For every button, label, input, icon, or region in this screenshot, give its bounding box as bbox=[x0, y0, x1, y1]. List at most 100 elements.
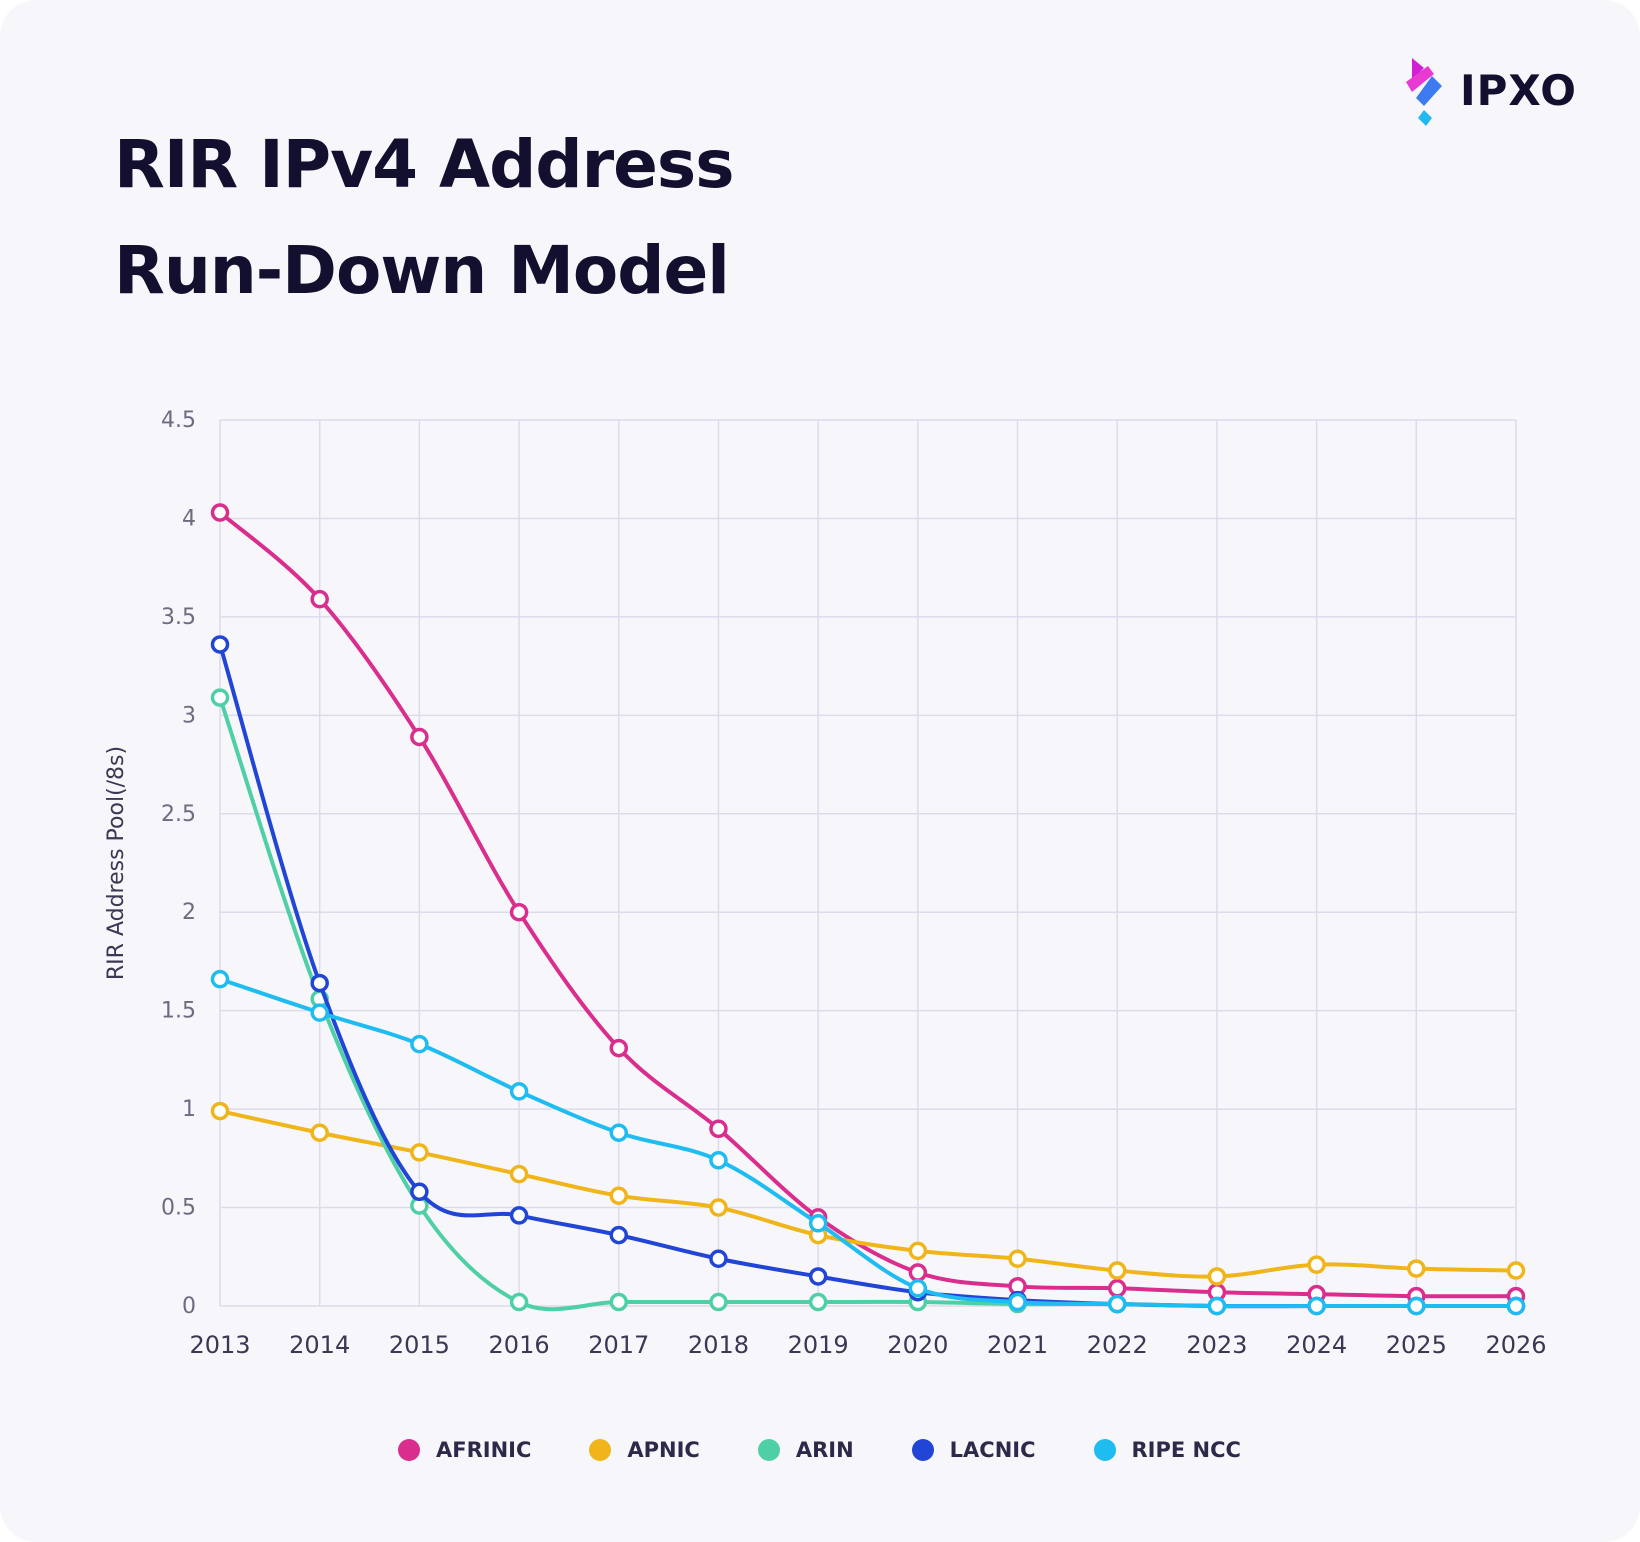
x-tick-label: 2014 bbox=[289, 1331, 350, 1359]
data-point-apnic bbox=[210, 1101, 230, 1121]
data-point-lacnic bbox=[808, 1267, 828, 1286]
data-point-apnic bbox=[509, 1164, 529, 1184]
x-tick-label: 2016 bbox=[489, 1331, 550, 1359]
legend-swatch bbox=[398, 1439, 420, 1461]
data-point-apnic bbox=[410, 1143, 429, 1162]
chart-axes: 0 0.5 1 1.5 2 2.5 3 3.5 4 4.5 2013 2014 2015 2016 2017… bbox=[104, 408, 1547, 1359]
logo-text: IPXO bbox=[1460, 66, 1577, 115]
data-point-apnic bbox=[1407, 1259, 1426, 1278]
y-tick-label: 4 bbox=[182, 506, 196, 531]
y-tick-label: 0.5 bbox=[161, 1196, 196, 1221]
x-tick-label: 2022 bbox=[1087, 1331, 1148, 1359]
legend-swatch bbox=[757, 1439, 780, 1461]
data-point-arin bbox=[808, 1292, 828, 1312]
data-point-lacnic bbox=[609, 1225, 629, 1245]
data-point-ripe-ncc bbox=[410, 1034, 429, 1054]
data-point-apnic bbox=[310, 1123, 329, 1142]
ipxo-logo: IPXO bbox=[1402, 52, 1576, 132]
data-point-lacnic bbox=[310, 973, 329, 993]
page-title: RIR IPv4 Address Run-Down Model bbox=[114, 112, 734, 324]
y-axis-label: RIR Address Pool(/8s) bbox=[104, 746, 129, 980]
data-point-afrinic bbox=[410, 727, 429, 747]
data-point-afrinic bbox=[908, 1263, 928, 1282]
data-point-ripe-ncc bbox=[1008, 1292, 1027, 1312]
chart-legend: AFRINIC APNIC ARIN LACNIC RIPE NCC bbox=[398, 1438, 1299, 1462]
data-point-arin bbox=[509, 1292, 529, 1312]
legend-label: APNIC bbox=[627, 1438, 700, 1462]
y-tick-label: 3 bbox=[182, 703, 196, 728]
x-tick-label: 2017 bbox=[588, 1331, 649, 1359]
legend-label: RIPE NCC bbox=[1131, 1438, 1241, 1462]
series-lacnic bbox=[210, 635, 1526, 1316]
legend-item-arin: ARIN bbox=[757, 1438, 854, 1462]
data-point-ripe-ncc bbox=[1107, 1294, 1127, 1314]
data-point-lacnic bbox=[709, 1249, 728, 1268]
data-point-ripe-ncc bbox=[1506, 1296, 1526, 1316]
x-tick-label: 2015 bbox=[389, 1331, 450, 1359]
legend-swatch bbox=[1093, 1439, 1116, 1461]
data-point-lacnic bbox=[509, 1206, 529, 1225]
y-tick-label: 0 bbox=[182, 1294, 196, 1319]
x-tick-label: 2024 bbox=[1286, 1331, 1347, 1359]
series-apnic bbox=[210, 1101, 1526, 1286]
data-point-ripe-ncc bbox=[609, 1123, 629, 1142]
data-point-ripe-ncc bbox=[808, 1214, 828, 1233]
x-tick-label: 2018 bbox=[688, 1331, 749, 1359]
data-point-ripe-ncc bbox=[210, 969, 230, 989]
data-point-lacnic bbox=[410, 1182, 429, 1202]
x-tick-label: 2021 bbox=[987, 1331, 1048, 1359]
series-line-apnic bbox=[219, 1109, 1517, 1279]
series-arin bbox=[210, 688, 1526, 1316]
data-point-lacnic bbox=[210, 635, 230, 654]
data-point-afrinic bbox=[609, 1038, 629, 1058]
data-point-apnic bbox=[1107, 1261, 1127, 1280]
x-tick-label: 2025 bbox=[1386, 1331, 1447, 1359]
data-point-apnic bbox=[1506, 1261, 1526, 1280]
data-point-ripe-ncc bbox=[1407, 1296, 1426, 1316]
x-tick-label: 2019 bbox=[788, 1331, 849, 1359]
data-point-afrinic bbox=[709, 1119, 728, 1139]
legend-label: LACNIC bbox=[949, 1438, 1036, 1462]
x-tick-label: 2020 bbox=[887, 1331, 948, 1359]
series-line-arin bbox=[218, 696, 1516, 1312]
data-point-arin bbox=[210, 688, 230, 707]
y-tick-label: 2.5 bbox=[161, 802, 196, 827]
data-point-apnic bbox=[709, 1198, 728, 1217]
y-tick-label: 4.5 bbox=[161, 408, 196, 433]
legend-label: AFRINIC bbox=[436, 1438, 532, 1462]
data-point-ripe-ncc bbox=[709, 1151, 728, 1170]
data-point-apnic bbox=[908, 1241, 928, 1261]
legend-item-lacnic: LACNIC bbox=[911, 1438, 1036, 1462]
data-point-ripe-ncc bbox=[1307, 1296, 1326, 1316]
data-point-ripe-ncc bbox=[1207, 1296, 1227, 1316]
title-line-2: Run-Down Model bbox=[114, 232, 730, 309]
data-point-apnic bbox=[1207, 1267, 1227, 1286]
x-tick-label: 2026 bbox=[1485, 1331, 1546, 1359]
chart-series bbox=[210, 503, 1526, 1316]
ipxo-logo-icon bbox=[1406, 58, 1442, 126]
data-point-arin bbox=[709, 1292, 728, 1312]
legend-swatch bbox=[589, 1439, 612, 1461]
data-point-afrinic bbox=[1107, 1279, 1127, 1298]
y-tick-label: 1.5 bbox=[161, 999, 196, 1024]
data-point-afrinic bbox=[509, 902, 529, 922]
series-line-afrinic bbox=[218, 511, 1517, 1299]
y-tick-label: 3.5 bbox=[161, 605, 196, 630]
data-point-afrinic bbox=[310, 589, 329, 609]
data-point-afrinic bbox=[210, 503, 230, 522]
legend-item-apnic: APNIC bbox=[589, 1438, 700, 1462]
x-tick-label: 2023 bbox=[1186, 1331, 1247, 1359]
data-point-apnic bbox=[1307, 1255, 1326, 1274]
data-point-apnic bbox=[1008, 1249, 1027, 1268]
x-tick-label: 2013 bbox=[189, 1331, 250, 1359]
series-ripe-ncc bbox=[210, 969, 1526, 1316]
legend-label: ARIN bbox=[795, 1438, 854, 1462]
chart-grid bbox=[219, 419, 1517, 1307]
series-afrinic bbox=[210, 503, 1526, 1306]
data-point-ripe-ncc bbox=[509, 1082, 529, 1101]
data-point-ripe-ncc bbox=[908, 1279, 928, 1298]
legend-item-afrinic: AFRINIC bbox=[398, 1438, 531, 1462]
y-tick-label: 1 bbox=[182, 1097, 196, 1122]
data-point-ripe-ncc bbox=[310, 1003, 329, 1022]
